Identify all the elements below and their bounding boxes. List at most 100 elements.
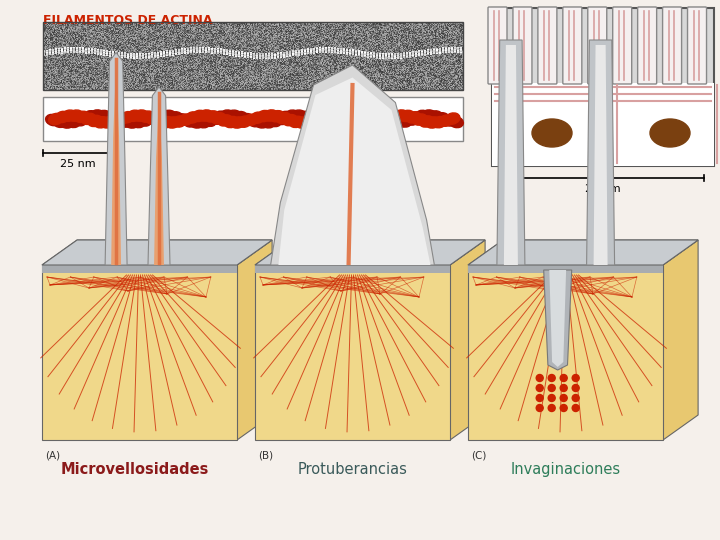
Ellipse shape <box>159 117 174 128</box>
Ellipse shape <box>322 111 336 122</box>
Polygon shape <box>549 270 566 367</box>
Polygon shape <box>42 240 272 265</box>
Ellipse shape <box>247 116 262 127</box>
Polygon shape <box>255 265 450 440</box>
Polygon shape <box>154 98 164 265</box>
Ellipse shape <box>354 116 369 127</box>
Ellipse shape <box>364 111 379 122</box>
Ellipse shape <box>374 115 388 126</box>
Ellipse shape <box>140 111 154 122</box>
Ellipse shape <box>315 112 330 124</box>
Polygon shape <box>271 65 434 265</box>
Ellipse shape <box>279 111 294 123</box>
Ellipse shape <box>380 113 395 124</box>
Ellipse shape <box>413 114 428 125</box>
Ellipse shape <box>94 117 109 128</box>
Ellipse shape <box>286 110 301 122</box>
Ellipse shape <box>101 117 115 128</box>
Ellipse shape <box>312 115 327 126</box>
Ellipse shape <box>78 112 93 124</box>
Text: (B): (B) <box>258 450 273 460</box>
FancyBboxPatch shape <box>688 7 706 84</box>
Ellipse shape <box>62 110 76 122</box>
Circle shape <box>560 375 567 381</box>
Ellipse shape <box>371 113 385 124</box>
Polygon shape <box>504 45 518 265</box>
Ellipse shape <box>390 117 405 128</box>
Ellipse shape <box>176 114 190 125</box>
Ellipse shape <box>432 117 447 128</box>
Ellipse shape <box>198 110 213 121</box>
Ellipse shape <box>221 110 236 122</box>
Polygon shape <box>587 40 615 265</box>
Polygon shape <box>111 64 121 265</box>
Circle shape <box>536 395 543 402</box>
Ellipse shape <box>256 110 271 122</box>
Ellipse shape <box>98 110 112 122</box>
Ellipse shape <box>292 110 307 122</box>
Ellipse shape <box>393 110 408 121</box>
Ellipse shape <box>81 113 96 125</box>
Ellipse shape <box>243 114 258 125</box>
Ellipse shape <box>423 110 437 121</box>
Polygon shape <box>255 240 485 265</box>
Ellipse shape <box>215 111 230 123</box>
Ellipse shape <box>276 112 291 124</box>
Ellipse shape <box>130 117 145 128</box>
Ellipse shape <box>299 111 314 123</box>
Text: Microvellosidades: Microvellosidades <box>60 462 210 477</box>
Ellipse shape <box>143 113 158 124</box>
Circle shape <box>572 404 579 411</box>
Polygon shape <box>544 270 572 370</box>
Ellipse shape <box>189 117 203 128</box>
Ellipse shape <box>202 115 217 126</box>
FancyBboxPatch shape <box>538 7 557 84</box>
Ellipse shape <box>410 112 424 123</box>
Ellipse shape <box>224 116 239 127</box>
Polygon shape <box>468 240 698 265</box>
FancyBboxPatch shape <box>588 7 607 84</box>
FancyBboxPatch shape <box>662 7 682 84</box>
Ellipse shape <box>55 111 70 123</box>
Ellipse shape <box>335 110 349 122</box>
Polygon shape <box>148 87 170 265</box>
Circle shape <box>548 404 555 411</box>
Text: Protuberancias: Protuberancias <box>298 462 408 477</box>
Polygon shape <box>42 265 237 440</box>
Ellipse shape <box>358 110 372 122</box>
Ellipse shape <box>204 111 220 122</box>
Ellipse shape <box>273 113 288 125</box>
Ellipse shape <box>192 110 207 122</box>
Circle shape <box>548 395 555 402</box>
Polygon shape <box>237 240 272 440</box>
Circle shape <box>548 384 555 391</box>
Ellipse shape <box>156 110 171 121</box>
Ellipse shape <box>111 114 125 125</box>
Ellipse shape <box>532 119 572 147</box>
Ellipse shape <box>133 110 148 122</box>
Ellipse shape <box>114 113 128 125</box>
Ellipse shape <box>348 114 362 125</box>
Text: (A): (A) <box>45 450 60 460</box>
Ellipse shape <box>240 113 256 125</box>
FancyBboxPatch shape <box>563 7 582 84</box>
Ellipse shape <box>120 112 135 123</box>
Ellipse shape <box>228 110 243 122</box>
Ellipse shape <box>150 111 164 122</box>
Circle shape <box>560 404 567 411</box>
Ellipse shape <box>325 117 340 128</box>
Ellipse shape <box>309 114 323 126</box>
Ellipse shape <box>328 110 343 121</box>
Ellipse shape <box>351 110 366 122</box>
Ellipse shape <box>85 111 99 122</box>
Ellipse shape <box>169 112 184 123</box>
Ellipse shape <box>104 112 119 123</box>
Ellipse shape <box>442 115 457 126</box>
Ellipse shape <box>283 114 297 126</box>
Bar <box>43 97 463 141</box>
Circle shape <box>536 375 543 381</box>
Bar <box>492 8 714 166</box>
FancyBboxPatch shape <box>613 7 631 84</box>
Ellipse shape <box>302 116 317 127</box>
Ellipse shape <box>166 117 181 128</box>
